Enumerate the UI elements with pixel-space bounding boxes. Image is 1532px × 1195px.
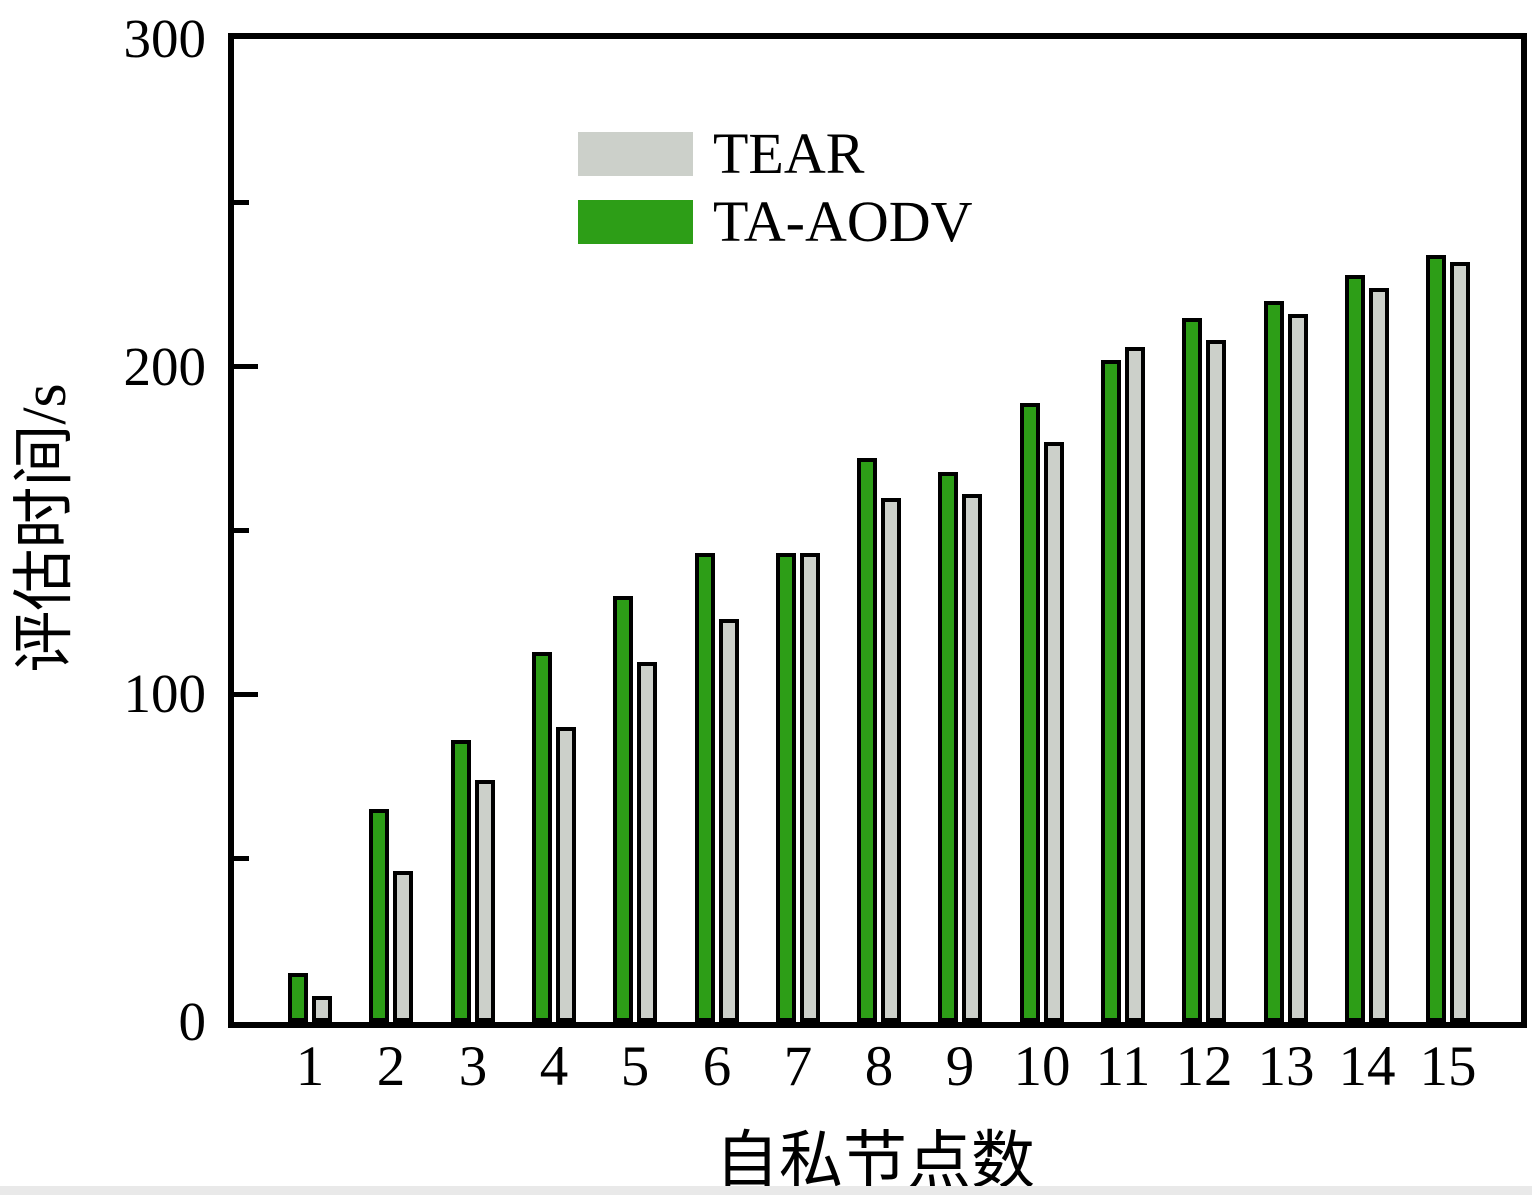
bar-tear-10 [1044, 442, 1064, 1022]
y-tick-label-300: 300 [123, 8, 207, 69]
y-tick-label-0: 0 [178, 991, 207, 1052]
x-tick-label-9: 9 [945, 1035, 975, 1098]
page-bottom-strip [0, 1186, 1532, 1195]
bar-ta-aodv-8 [857, 458, 877, 1022]
bar-ta-aodv-10 [1020, 403, 1040, 1022]
x-axis-title: 自私节点数 [715, 1126, 1035, 1195]
y-axis-tick-100 [234, 692, 258, 697]
bar-tear-9 [962, 494, 982, 1022]
y-tick-label-200: 200 [123, 336, 207, 397]
bar-tear-6 [719, 619, 739, 1022]
x-tick-label-10: 10 [1013, 1035, 1071, 1098]
x-tick-label-8: 8 [864, 1035, 894, 1098]
bar-ta-aodv-7 [776, 553, 796, 1022]
x-tick-label-4: 4 [539, 1035, 569, 1098]
bar-ta-aodv-3 [451, 740, 471, 1022]
y-axis-title: 评估时间/s [11, 383, 79, 673]
bar-ta-aodv-9 [938, 472, 958, 1022]
bar-tear-1 [312, 996, 332, 1022]
x-tick-label-11: 11 [1095, 1035, 1151, 1098]
bar-tear-13 [1288, 314, 1308, 1022]
legend-item-ta-aodv: TA-AODV [578, 193, 973, 251]
bar-tear-2 [393, 871, 413, 1022]
bar-ta-aodv-6 [695, 553, 715, 1022]
bar-tear-11 [1125, 347, 1145, 1022]
bar-ta-aodv-4 [532, 652, 552, 1022]
y-axis-tick-250 [234, 200, 249, 205]
bar-ta-aodv-14 [1345, 275, 1365, 1022]
x-tick-label-7: 7 [783, 1035, 813, 1098]
bar-ta-aodv-5 [613, 596, 633, 1022]
bar-tear-3 [475, 780, 495, 1022]
bar-ta-aodv-2 [369, 809, 389, 1022]
legend-label-tear: TEAR [713, 121, 865, 186]
y-axis-tick-150 [234, 528, 249, 533]
bar-tear-15 [1450, 262, 1470, 1022]
x-tick-label-1: 1 [295, 1035, 325, 1098]
y-axis-tick-200 [234, 364, 258, 369]
bar-tear-8 [881, 498, 901, 1022]
legend-swatch-tear [578, 132, 693, 176]
bar-ta-aodv-12 [1182, 318, 1202, 1022]
bar-tear-5 [637, 662, 657, 1022]
bar-tear-12 [1206, 340, 1226, 1022]
plot-frame: TEAR TA-AODV [228, 33, 1527, 1028]
x-tick-label-3: 3 [458, 1035, 488, 1098]
legend-label-ta-aodv: TA-AODV [713, 189, 973, 254]
x-tick-label-2: 2 [376, 1035, 406, 1098]
bar-tear-7 [800, 553, 820, 1022]
plot-area [234, 39, 1521, 1022]
x-tick-label-15: 15 [1419, 1035, 1477, 1098]
y-tick-label-100: 100 [123, 663, 207, 724]
y-axis-tick-50 [234, 856, 249, 861]
bar-ta-aodv-13 [1264, 301, 1284, 1022]
bar-ta-aodv-11 [1101, 360, 1121, 1022]
x-tick-label-6: 6 [702, 1035, 732, 1098]
x-tick-label-13: 13 [1257, 1035, 1315, 1098]
bar-ta-aodv-15 [1426, 255, 1446, 1022]
legend: TEAR TA-AODV [578, 125, 973, 267]
x-tick-label-14: 14 [1338, 1035, 1396, 1098]
bar-tear-4 [556, 727, 576, 1022]
legend-swatch-ta-aodv [578, 200, 693, 244]
legend-item-tear: TEAR [578, 125, 973, 183]
x-tick-label-5: 5 [620, 1035, 650, 1098]
bar-ta-aodv-1 [288, 973, 308, 1022]
bar-tear-14 [1369, 288, 1389, 1022]
x-tick-label-12: 12 [1175, 1035, 1233, 1098]
